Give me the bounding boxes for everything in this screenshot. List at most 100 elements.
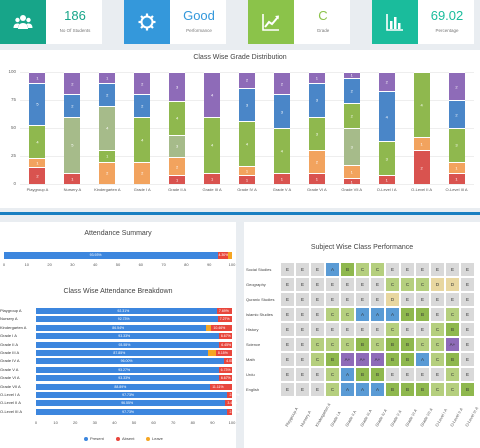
column-label: Grade VII A xyxy=(419,407,434,428)
heatmap-cell: E xyxy=(400,367,415,382)
bar-segment: 2 xyxy=(99,83,116,106)
present-label: 97.73% xyxy=(122,393,135,397)
bar-segment: 2 xyxy=(448,100,465,128)
absent-label: 11.11% xyxy=(212,384,224,389)
legend-leave: Leave xyxy=(146,436,163,441)
heatmap-cell: C xyxy=(385,277,400,292)
segment-label: 5 xyxy=(36,101,39,107)
heatmap-cell: B xyxy=(460,382,475,397)
summary-bar-segment xyxy=(227,252,232,259)
x-tick-label: 0 xyxy=(34,420,38,426)
heatmap-cell: B xyxy=(340,262,355,277)
bar-segment: 2 xyxy=(64,94,81,117)
bar-segment: 2 xyxy=(413,150,430,184)
segment-label: 1 xyxy=(350,169,353,175)
segment-label: 4 xyxy=(245,141,249,147)
bar-segment: 5 xyxy=(64,116,81,173)
heatmap-cell: C xyxy=(325,337,340,352)
heatmap-cell: C xyxy=(370,337,385,352)
stat-card-students: 186 No Of Students xyxy=(0,0,102,44)
bar-segment: 1 xyxy=(239,166,255,176)
row-label: Urdu xyxy=(246,372,255,377)
absent-label: 6.67% xyxy=(220,376,231,381)
bar-segment: 2 xyxy=(343,77,360,104)
heatmap-cell: B xyxy=(400,352,415,367)
x-tick-label: 30 xyxy=(92,420,98,426)
stacked-bar: 1 1 4 3 2 xyxy=(239,72,255,184)
bar-segment: 2 xyxy=(448,72,465,100)
segment-label: 1 xyxy=(210,176,214,182)
bar-segment: 2 xyxy=(239,72,255,88)
heatmap-cell: E xyxy=(370,322,385,337)
bar-segment: 1 xyxy=(343,72,360,78)
x-tick-label: Grade III A xyxy=(202,187,222,192)
heatmap-cell: C xyxy=(355,262,370,277)
y-tick-label: 50 xyxy=(10,125,16,130)
summary-bar-label: 93.93% xyxy=(89,253,102,257)
heatmap-cell: A xyxy=(370,382,385,397)
segment-label: 3 xyxy=(455,142,458,148)
segment-label: 3 xyxy=(350,144,353,150)
heatmap-cell: E xyxy=(325,322,340,337)
segment-label: 2 xyxy=(71,81,74,87)
summary-bar-label: 4.30% xyxy=(218,253,229,257)
x-tick-label: 20 xyxy=(47,262,52,267)
heatmap-cell: C xyxy=(430,322,445,337)
heatmap-cell: E xyxy=(280,367,295,382)
bar-segment: 2 xyxy=(378,72,395,92)
heatmap-cell: E xyxy=(460,352,475,367)
present-bar: 88.89% xyxy=(36,383,211,390)
row-label: Math xyxy=(246,357,255,362)
heatmap-cell: E xyxy=(415,292,430,307)
subject-performance-heatmap: Social Studies E E E A B C C E E E E E E Geography E E E E… xyxy=(244,222,480,448)
absent-label: 7.27% xyxy=(219,317,230,322)
segment-label: 1 xyxy=(315,75,318,81)
segment-label: 1 xyxy=(350,72,353,78)
column-label: Grade V A xyxy=(389,409,403,428)
heatmap-cell: B xyxy=(415,307,430,322)
present-bar: 96.55% xyxy=(36,400,226,407)
bar-segment: 1 xyxy=(343,164,360,179)
heatmap-cell: E xyxy=(370,292,385,307)
heatmap-cell: E xyxy=(280,382,295,397)
absent-bar: 2.27% xyxy=(227,392,239,398)
absent-label: 3.45% xyxy=(227,401,238,406)
present-bar: 97.73% xyxy=(36,392,228,398)
bar-segment: 4 xyxy=(169,101,186,135)
heatmap-cell: E xyxy=(460,277,475,292)
bar-segment: 1 xyxy=(378,175,395,184)
heatmap-cell: E xyxy=(400,262,415,277)
heatmap-cell: E xyxy=(385,367,400,382)
y-tick-label: Grade V A xyxy=(0,366,19,372)
segment-label: 4 xyxy=(210,142,214,148)
segment-label: 3 xyxy=(245,102,249,108)
absent-bar: 2.27% xyxy=(227,408,239,415)
heatmap-cell: E xyxy=(355,292,370,307)
absent-bar: 6.73% xyxy=(218,366,232,373)
stacked-bar: 1 3 4 2 xyxy=(378,72,395,184)
heatmap-cell: E xyxy=(295,277,310,292)
heatmap-cell: C xyxy=(415,277,430,292)
heatmap-cell: C xyxy=(325,307,340,322)
x-tick-label: O-Level III A xyxy=(445,187,468,192)
heatmap-cell: E xyxy=(325,292,340,307)
heatmap-cell: D xyxy=(385,292,400,307)
bar-segment: 2 xyxy=(29,167,46,184)
bar-segment: 4 xyxy=(413,72,430,137)
y-tick-label: Kindergarten A xyxy=(0,324,27,330)
heatmap-cell: E xyxy=(280,262,295,277)
present-label: 86.54% xyxy=(112,325,125,330)
heatmap-cell: E xyxy=(400,292,415,307)
heatmap-cell: B xyxy=(400,337,415,352)
bar-segment: 1 xyxy=(99,72,116,84)
stat-value: C xyxy=(318,8,328,23)
bar-segment: 1 xyxy=(204,172,221,184)
column-label: O-Level II A xyxy=(449,406,464,428)
segment-label: 2 xyxy=(176,164,179,170)
absent-label: 7.69% xyxy=(218,309,229,313)
stat-label: Performance xyxy=(186,28,212,33)
heatmap-cell: D xyxy=(430,277,445,292)
bar-segment: 2 xyxy=(134,161,151,184)
stacked-bar: 1 1 3 2 2 xyxy=(448,72,465,184)
absent-label: 4.00% xyxy=(226,359,237,364)
